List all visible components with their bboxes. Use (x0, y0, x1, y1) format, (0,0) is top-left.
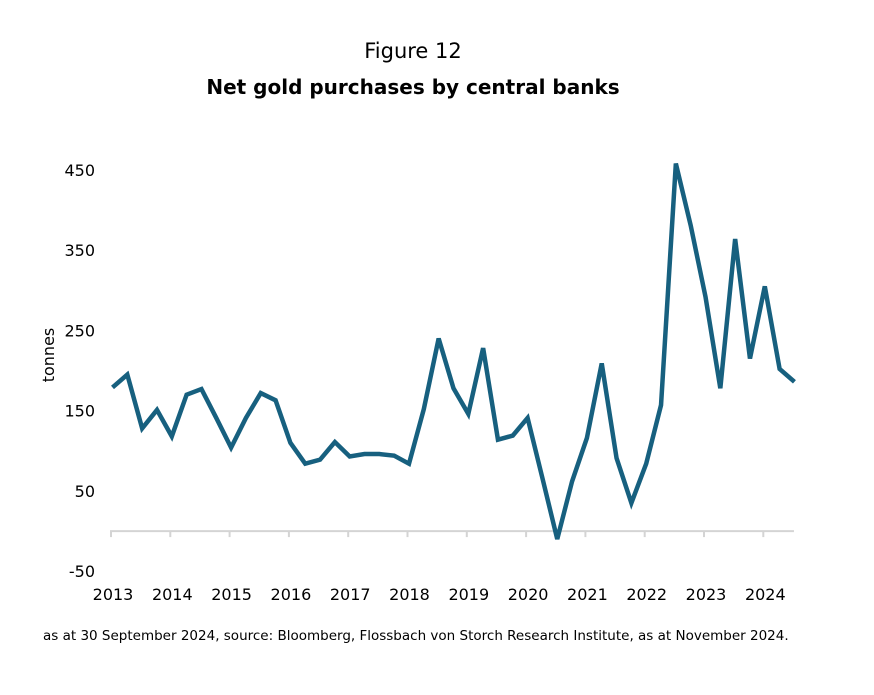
x-tick-label: 2024 (745, 585, 786, 604)
series-line (111, 163, 796, 540)
x-tick-label: 2018 (389, 585, 430, 604)
x-tick-label: 2015 (211, 585, 252, 604)
y-tick-label: 250 (64, 321, 95, 340)
figure-label: Figure 12 (364, 39, 462, 63)
x-tick-label: 2017 (330, 585, 371, 604)
x-tick-label: 2014 (152, 585, 193, 604)
y-axis-label: tonnes (39, 328, 58, 383)
x-tick-label: 2013 (93, 585, 134, 604)
footnote: as at 30 September 2024, source: Bloombe… (43, 628, 789, 644)
y-tick-label: 450 (64, 161, 95, 180)
y-tick-label: 350 (64, 241, 95, 260)
y-tick-label: -50 (69, 562, 95, 581)
y-tick-label: 50 (75, 482, 95, 501)
y-tick-label: 150 (64, 402, 95, 421)
x-tick-label: 2021 (567, 585, 608, 604)
x-tick-label: 2023 (686, 585, 727, 604)
x-tick-label: 2016 (271, 585, 312, 604)
x-tick-label: 2022 (626, 585, 667, 604)
chart-title: Net gold purchases by central banks (206, 75, 619, 99)
x-tick-label: 2020 (508, 585, 549, 604)
x-tick-label: 2019 (448, 585, 489, 604)
